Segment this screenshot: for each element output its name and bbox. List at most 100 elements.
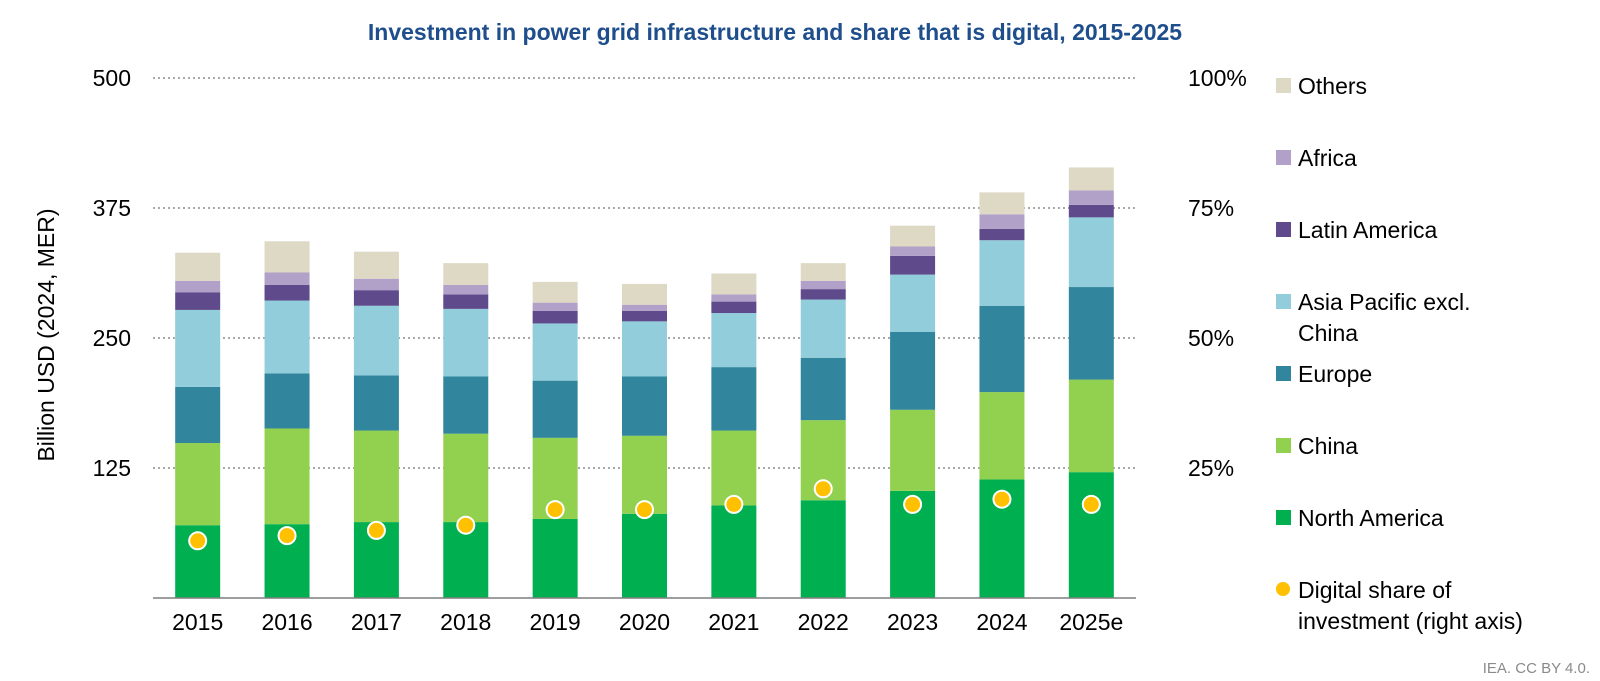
bar-segment [264,241,310,273]
bar-segment [800,289,846,300]
x-tick-label: 2015 [172,609,223,635]
x-tick-label: 2016 [261,609,312,635]
y2-tick-label: 50% [1188,325,1234,351]
digital-share-points [188,479,1101,551]
bar-segment [800,357,846,421]
x-tick-label: 2020 [619,609,670,635]
x-axis-ticks: 2015 2016 2017 2018 2019 2020 2021 2022 2023 2024… [172,609,1123,635]
legend-item: North America [1276,505,1444,531]
bar-segment [979,240,1025,306]
bar-segment [1068,379,1114,473]
bar-segment [532,302,578,311]
bar-segment [353,251,399,279]
bar-segment [890,255,936,275]
bar-segment [532,518,578,598]
bar-segment [353,375,399,431]
bar-segment [1068,204,1114,218]
bar-segment [175,292,221,310]
legend-swatch [1276,150,1291,165]
digital-share-point [992,489,1012,509]
y2-axis-ticks: 25% 50% 75% 100% [1188,65,1247,481]
bar-segment [264,272,310,285]
legend-swatch [1276,222,1291,237]
bar-segment [622,321,667,377]
y-axis-ticks: 125 250 375 500 [93,65,131,481]
bar-segment [711,313,757,368]
bar-segment [711,294,757,302]
bar-segment [1068,287,1114,380]
bars [175,167,1114,598]
bar-segment [622,304,667,311]
bar-segment [443,308,489,377]
legend-label: Others [1298,73,1367,99]
legend-marker [1276,582,1290,596]
legend-swatch [1276,78,1291,93]
bar-segment [711,273,757,295]
bar-segment [264,300,310,374]
y-tick-label: 125 [93,455,131,481]
bar-segment [800,500,846,598]
bar-segment [264,284,310,301]
x-tick-label: 2018 [440,609,491,635]
bar-segment [443,522,489,598]
x-tick-label: 2025e [1059,609,1123,635]
legend-item: Europe [1276,361,1372,387]
bar-segment [622,513,667,598]
bar-segment [443,263,489,285]
legend-item: Latin America [1276,217,1438,243]
bar-segment [979,214,1025,229]
bar-segment [890,331,936,410]
bar-segment [979,228,1025,241]
bar-segment [175,309,221,387]
legend-item: China [1276,433,1358,459]
y-tick-label: 500 [93,65,131,91]
bar-segment [890,225,936,247]
x-tick-label: 2024 [976,609,1027,635]
bar-segment [622,376,667,436]
digital-share-point [277,526,297,546]
legend-label: Digital share of [1298,577,1452,603]
x-tick-label: 2022 [798,609,849,635]
digital-share-point [724,494,744,514]
legend-label: China [1298,433,1358,459]
bar-segment [353,305,399,376]
bar-segment [711,367,757,431]
bar-segment [443,433,489,523]
bar-segment [532,323,578,381]
digital-share-point [456,515,476,535]
bar-segment [622,283,667,305]
bar-segment [264,428,310,525]
legend-item: Asia Pacific excl. China [1276,289,1471,346]
digital-share-point [635,500,654,520]
digital-share-point [188,531,208,551]
y-tick-label: 250 [93,325,131,351]
x-tick-label: 2019 [530,609,581,635]
bar-segment [1068,190,1114,205]
y-axis-title: Billion USD (2024, MER) [33,208,59,461]
bar-segment [532,380,578,438]
bar-segment [353,430,399,523]
legend-label: investment (right axis) [1298,608,1523,634]
legend-swatch [1276,366,1291,381]
source-note: IEA. CC BY 4.0. [1483,660,1590,677]
bar-segment [175,280,221,293]
bar-segment [1068,217,1114,288]
bar-segment [264,373,310,429]
digital-share-point [903,494,923,514]
legend-label: China [1298,320,1358,346]
bar-segment [443,294,489,309]
bar-segment [800,280,846,290]
y2-tick-label: 75% [1188,195,1234,221]
bar-segment [979,305,1025,393]
bar-segment [1068,167,1114,191]
bar-segment [711,430,757,506]
bar-segment [890,246,936,256]
legend-item: Digital share of investment (right axis) [1276,577,1523,634]
digital-share-point [813,479,833,499]
bar-segment [353,290,399,306]
bar-segment [175,252,221,281]
bar-segment [175,386,221,444]
bar-segment [443,376,489,434]
digital-share-point [1081,494,1101,514]
